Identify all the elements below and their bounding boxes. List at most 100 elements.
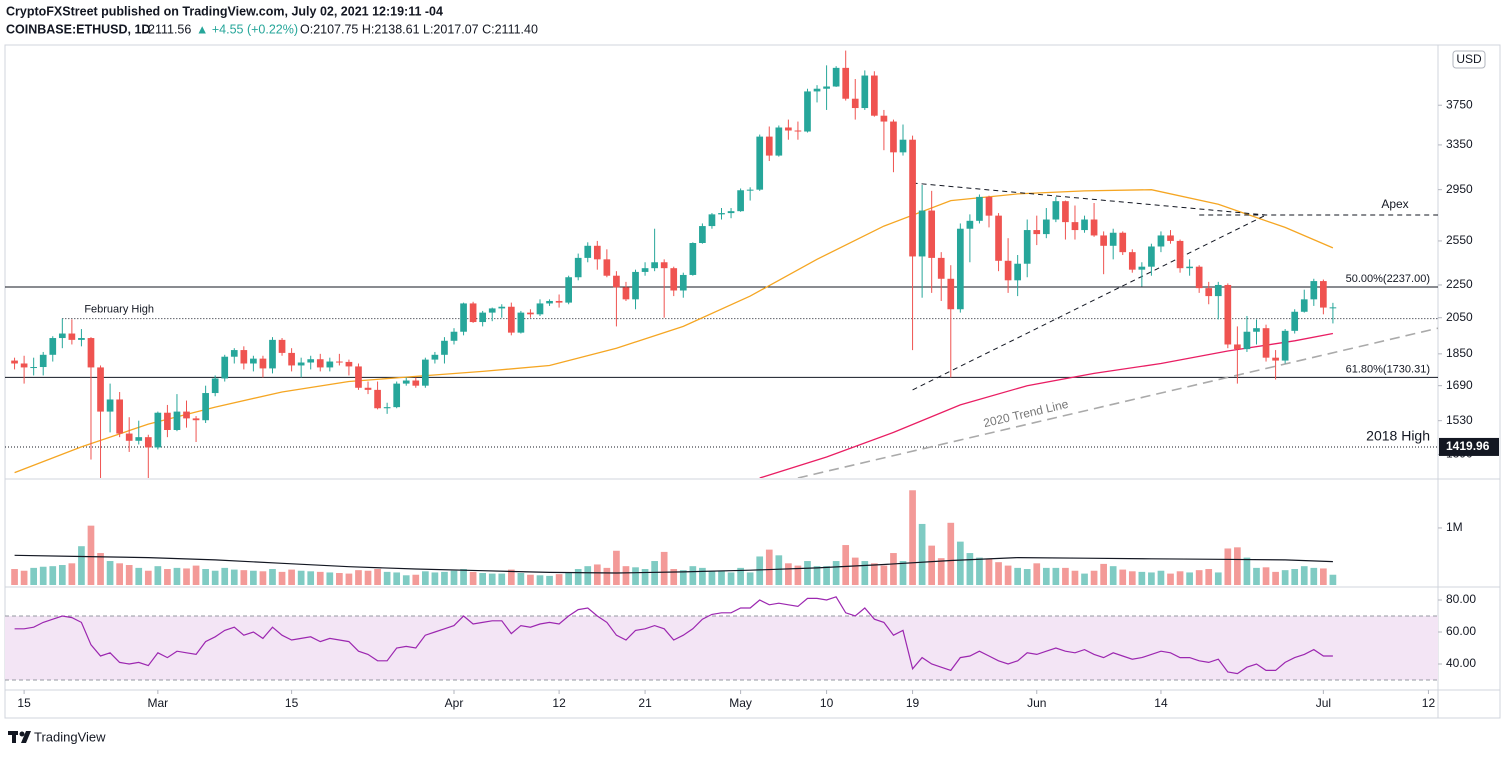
candle-body (660, 262, 668, 269)
volume-bar (765, 549, 773, 585)
candle-body (832, 67, 840, 87)
candle-body (441, 340, 448, 355)
volume-bar (565, 572, 572, 585)
volume-bar (718, 570, 725, 585)
candle-body (374, 389, 381, 409)
volume-bar (708, 570, 716, 585)
y-tick-label: 3750 (1446, 97, 1473, 111)
candle-body (1014, 263, 1021, 281)
x-tick-label: Apr (445, 696, 464, 710)
volume-bar (460, 569, 467, 585)
volume-bar (1329, 574, 1337, 585)
volume-bar (402, 575, 410, 585)
candle-body (1100, 235, 1107, 246)
volume-bar (1062, 567, 1069, 585)
volume-bar (1214, 572, 1222, 585)
volume-bar (1291, 569, 1299, 585)
volume-bar (192, 565, 200, 585)
volume-bar (918, 523, 926, 585)
y-tick-label: 2250 (1446, 277, 1473, 291)
candle-body (355, 366, 362, 388)
candle-body (1052, 201, 1060, 220)
candle-body (383, 407, 391, 409)
volume-bar (1004, 565, 1012, 585)
volume-bar (574, 569, 582, 585)
x-tick-label: Jul (1316, 696, 1331, 710)
candle-body (221, 356, 229, 379)
candle-body (899, 139, 907, 153)
volume-bar (1234, 547, 1241, 585)
candle-body (39, 354, 47, 368)
trend-line (912, 214, 1267, 391)
candle-body (670, 268, 678, 291)
volume-bar (1148, 572, 1155, 585)
candle-body (1243, 331, 1251, 350)
candle-body (49, 338, 57, 355)
candle-body (966, 220, 974, 229)
volume-bar (1224, 548, 1232, 585)
candle-body (765, 136, 773, 156)
volume-bar (250, 570, 257, 585)
volume-bar (956, 541, 964, 585)
candle-body (890, 121, 897, 153)
x-tick-label: 15 (17, 696, 31, 710)
x-tick-label: 15 (285, 696, 299, 710)
candle-body (1109, 232, 1117, 246)
candle-body (259, 358, 267, 369)
candle-body (87, 338, 95, 368)
candle-body (785, 127, 792, 131)
volume-bar (11, 569, 18, 585)
volume-bar (479, 573, 487, 585)
candle-body (488, 308, 496, 313)
candle-body (58, 333, 66, 339)
volume-bar (794, 565, 802, 585)
volume-bar (20, 570, 28, 585)
volume-bar (1320, 568, 1327, 585)
candle-body (250, 358, 257, 364)
volume-bar (469, 571, 477, 585)
candle-body (1234, 344, 1241, 350)
volume-bar (1281, 570, 1289, 585)
candle-body (937, 257, 945, 279)
volume-bar (297, 570, 305, 585)
volume-bar (1310, 567, 1318, 585)
currency: USD (1456, 52, 1482, 66)
volume-bar (49, 566, 57, 585)
candle-body (479, 312, 487, 323)
candle-body (326, 361, 334, 368)
candle-body (422, 359, 429, 386)
volume-bar (202, 569, 209, 585)
y-tick-label: 1690 (1446, 378, 1473, 392)
volume-bar (679, 570, 687, 585)
volume-bar (832, 561, 840, 585)
candle-body (1081, 219, 1088, 231)
candle-body (1090, 219, 1098, 236)
volume-bar (164, 569, 171, 585)
volume-bar (909, 490, 916, 585)
candle-body (871, 75, 878, 116)
moving-average (14, 189, 1334, 474)
candle-body (336, 361, 343, 363)
volume-bar (498, 573, 506, 585)
y-tick-label: 3350 (1446, 137, 1473, 151)
volume-bar (135, 567, 143, 585)
volume-bar (880, 565, 888, 585)
rsi-band (5, 616, 1438, 680)
candle-body (460, 303, 467, 332)
candle-body (183, 411, 190, 419)
volume-bar (1128, 571, 1136, 585)
volume-bar (622, 566, 630, 585)
x-tick-label: May (729, 696, 752, 710)
candle-body (1195, 266, 1203, 289)
candle-body (842, 67, 850, 99)
candle-body (1157, 235, 1165, 247)
volume-bar (851, 557, 859, 585)
candle-body (192, 418, 200, 421)
level-label: 50.00%(2237.00) (1346, 273, 1430, 285)
volume-bar (584, 566, 592, 585)
volume-bar (441, 571, 448, 585)
y-tick-label: 2050 (1446, 310, 1473, 324)
frame (4, 44, 1501, 719)
candle-body (164, 412, 171, 430)
candle-body (985, 196, 993, 216)
